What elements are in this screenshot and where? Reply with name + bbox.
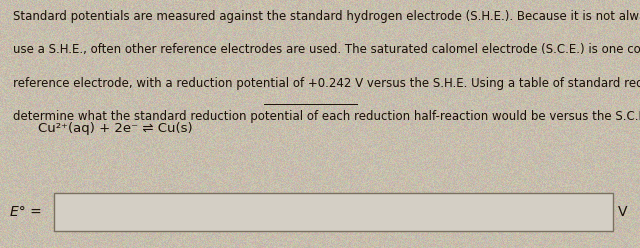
- Text: Cu²⁺(aq) + 2e⁻ ⇌ Cu(s): Cu²⁺(aq) + 2e⁻ ⇌ Cu(s): [38, 123, 193, 135]
- Text: V: V: [618, 205, 627, 219]
- Text: reference electrode, with a reduction potential of +0.242 V versus the S.H.E. Us: reference electrode, with a reduction po…: [13, 77, 640, 90]
- Text: E° =: E° =: [10, 205, 42, 219]
- FancyBboxPatch shape: [54, 193, 613, 231]
- Text: determine what the standard reduction potential of each reduction half-reaction : determine what the standard reduction po…: [13, 110, 640, 123]
- Text: use a S.H.E., often other reference electrodes are used. The saturated calomel e: use a S.H.E., often other reference elec…: [13, 43, 640, 56]
- Text: Standard potentials are measured against the standard hydrogen electrode (S.H.E.: Standard potentials are measured against…: [13, 10, 640, 23]
